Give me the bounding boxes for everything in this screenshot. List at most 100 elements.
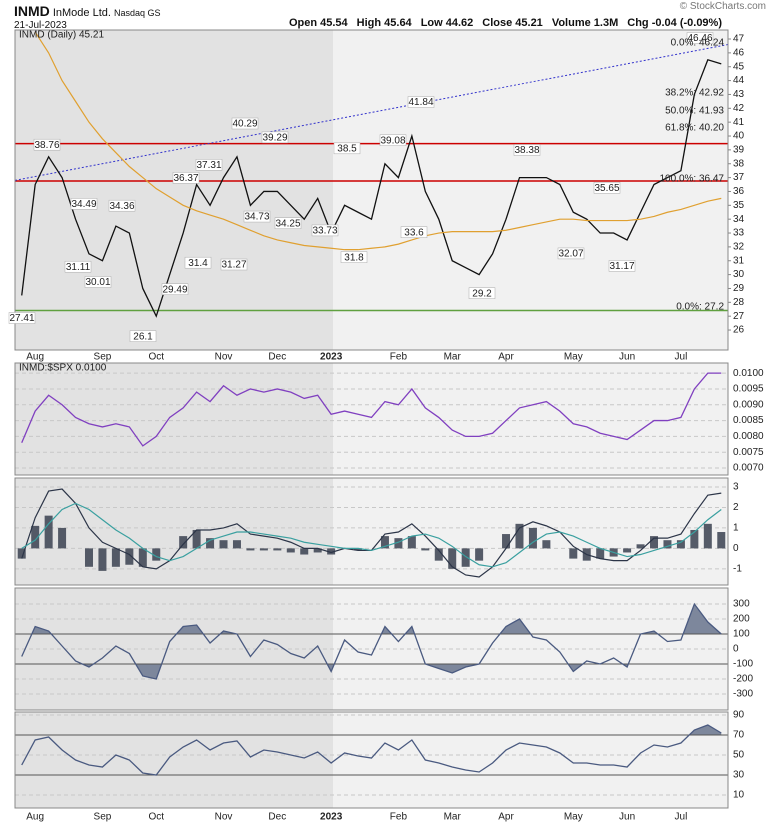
x-tick-label: Oct <box>148 812 164 823</box>
annotation-box <box>243 210 271 223</box>
histogram-bar <box>650 536 659 549</box>
y-tick-label: 44 <box>733 75 745 86</box>
annotation: 33.6 <box>404 227 424 238</box>
y-tick-label: 10 <box>733 790 745 801</box>
annotation: 31.8 <box>344 252 364 263</box>
annotation: 34.73 <box>244 212 269 223</box>
quote-item: Volume 1.3M <box>551 17 619 29</box>
annotation: 39.08 <box>380 135 405 146</box>
x-tick-label: Jun <box>619 352 635 363</box>
annotation-box <box>161 283 189 295</box>
annotation-box <box>468 287 496 299</box>
annotation-box <box>593 182 621 194</box>
x-tick-label: 2023 <box>320 352 343 363</box>
annotation-box <box>686 32 714 44</box>
y-tick-label: 42 <box>733 103 745 114</box>
date: 21-Jul-2023 <box>14 20 67 31</box>
x-tick-label: Feb <box>390 352 408 363</box>
x-tick-label: Mar <box>444 812 462 823</box>
histogram-bar <box>407 536 416 549</box>
y-tick-label: 46 <box>733 48 745 59</box>
symbol: INMD <box>14 3 50 19</box>
annotation-box <box>557 247 585 260</box>
histogram-bar <box>111 548 120 567</box>
histogram-bar <box>434 548 443 561</box>
x-tick-label: Dec <box>268 812 286 823</box>
y-tick-label: 45 <box>733 61 745 72</box>
annotation-box <box>70 198 98 210</box>
annotation: 41.84 <box>408 97 433 108</box>
fib-label: 38.2%: 42.92 <box>665 88 724 99</box>
quote-item: Open 45.54 <box>288 17 348 29</box>
annotation-box <box>333 142 361 155</box>
panel-title: INMD:$SPX 0.0100 <box>19 363 107 374</box>
y-tick-label: 0 <box>733 644 739 655</box>
histogram-bar <box>380 536 389 549</box>
histogram-bar <box>246 548 255 551</box>
y-tick-label: 40 <box>733 131 745 142</box>
y-tick-label: 0.0085 <box>733 415 764 426</box>
annotation: 30.01 <box>85 277 110 288</box>
histogram-bar <box>475 548 484 561</box>
histogram-bar <box>17 548 26 559</box>
histogram-bar <box>676 540 685 549</box>
y-tick-label: 200 <box>733 614 750 625</box>
x-tick-label: May <box>564 352 583 363</box>
y-tick-label: 27 <box>733 311 745 322</box>
y-tick-label: 0.0070 <box>733 463 764 474</box>
annotation: 40.29 <box>232 119 257 130</box>
panel-plot <box>15 714 728 796</box>
panel-plot <box>15 486 728 578</box>
panel-plot <box>15 31 728 318</box>
histogram-bar <box>515 523 524 549</box>
quote-row: Open 45.54 High 45.64 Low 44.62 Close 45.21… <box>289 17 722 29</box>
histogram-bar <box>461 548 470 567</box>
annotation-box <box>513 144 541 156</box>
y-tick-label: 30 <box>733 269 745 280</box>
y-tick-label: 0.0095 <box>733 384 764 395</box>
panel-shade <box>15 588 333 710</box>
histogram-bar <box>206 538 215 549</box>
histogram-bar <box>528 527 537 549</box>
series-line <box>21 602 722 680</box>
series-line <box>21 502 722 568</box>
credit: © StockCharts.com <box>679 1 766 12</box>
histogram-bar <box>44 515 53 549</box>
histogram-bar <box>663 540 672 549</box>
histogram-bar <box>690 529 699 549</box>
histogram-bar <box>179 536 188 549</box>
histogram-bar <box>31 525 40 549</box>
series-line <box>34 31 722 251</box>
x-tick-label: Sep <box>94 812 112 823</box>
histogram-bar <box>394 538 403 549</box>
histogram-bar <box>542 540 551 549</box>
histogram-bar <box>313 548 322 553</box>
annotation-box <box>274 217 302 229</box>
y-tick-label: 30 <box>733 770 745 781</box>
y-tick-label: 26 <box>733 325 745 336</box>
annotation: 26.1 <box>133 331 153 342</box>
histogram-bar <box>636 544 645 549</box>
histogram-bar <box>138 548 147 567</box>
panel-border <box>14 362 729 476</box>
annotation: 38.5 <box>337 143 357 154</box>
y-tick-label: 39 <box>733 145 745 156</box>
histogram-bar <box>152 548 161 561</box>
x-tick-label: Sep <box>94 352 112 363</box>
annotation: 36.37 <box>173 173 198 184</box>
y-tick-label: 35 <box>733 200 745 211</box>
series-line <box>21 724 722 776</box>
y-tick-label: 28 <box>733 297 745 308</box>
x-tick-label: Aug <box>26 352 44 363</box>
quote-item: Low 44.62 <box>420 17 474 29</box>
y-tick-label: 41 <box>733 117 745 128</box>
exchange: Nasdaq GS <box>114 8 161 18</box>
fib-label: 100.0%: 36.47 <box>660 174 725 185</box>
y-tick-label: 31 <box>733 255 745 266</box>
trendline <box>15 44 728 181</box>
panel-plot <box>15 602 728 695</box>
series-line <box>21 372 722 447</box>
annotation: 34.36 <box>109 201 134 212</box>
